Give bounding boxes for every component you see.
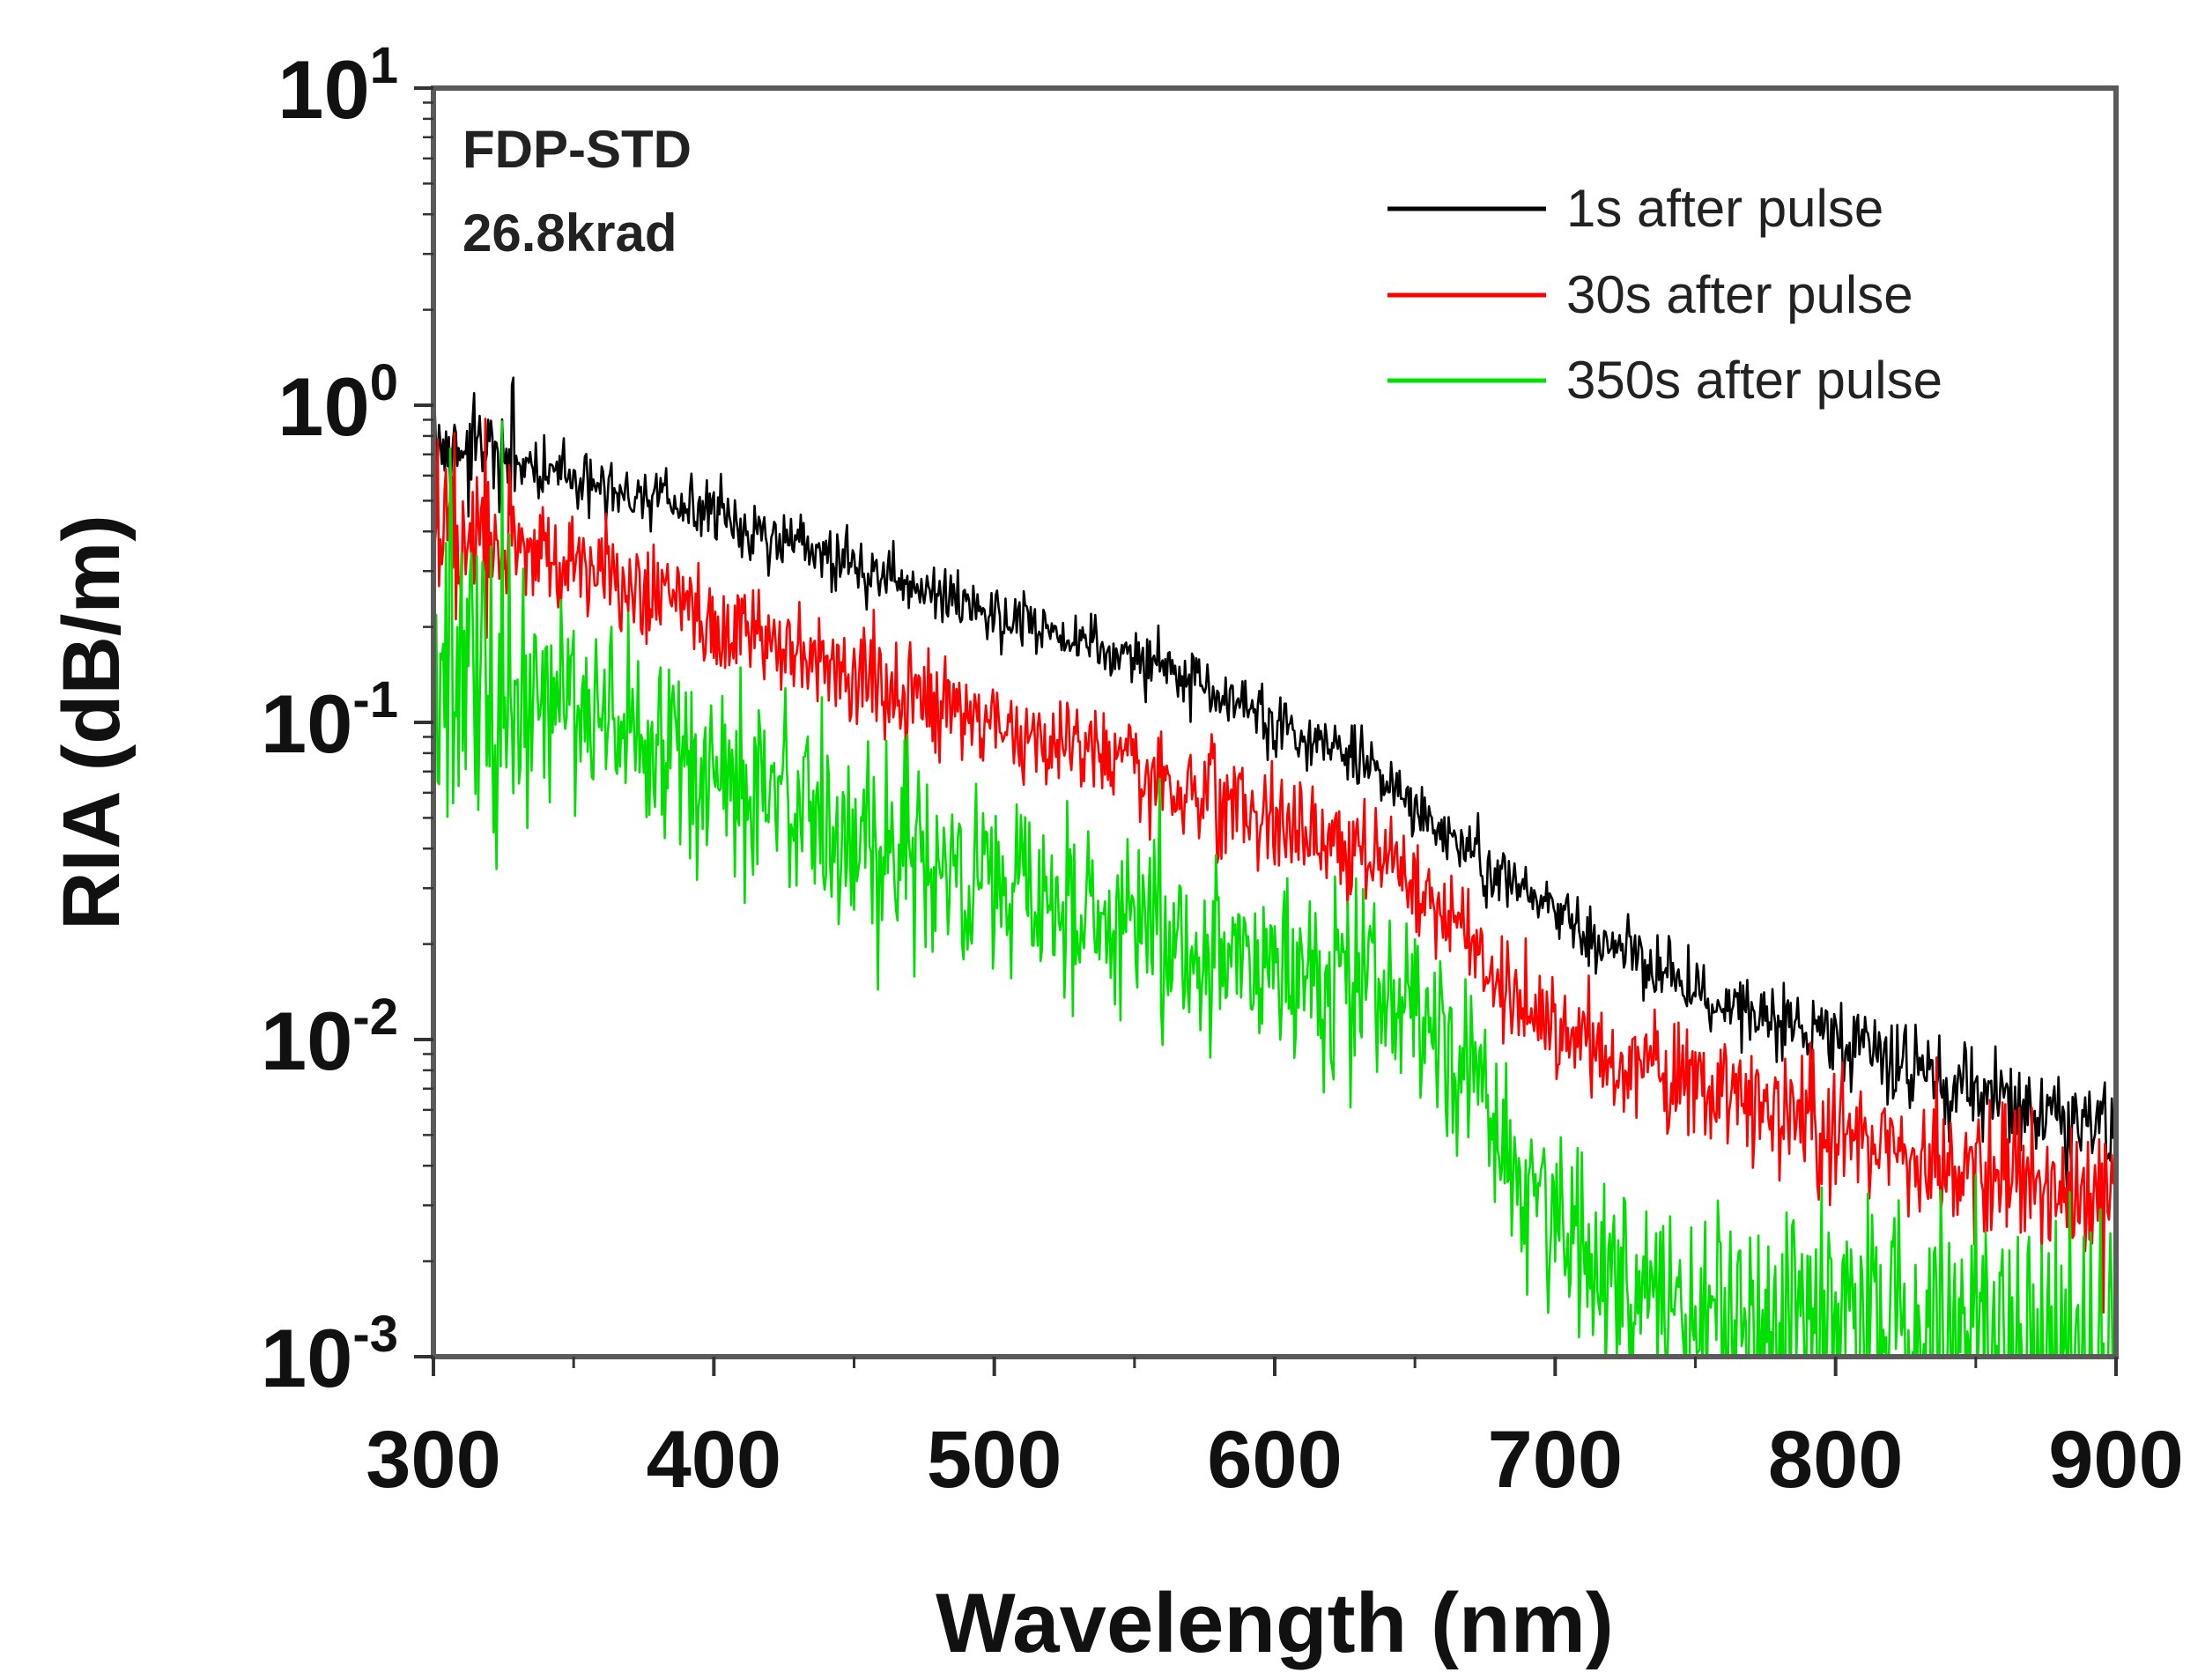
x-tick-label: 600 [1207,1415,1343,1505]
series-layer [433,376,2116,1357]
y-tick-label: 10-1 [261,671,398,770]
legend-label-30s: 30s after pulse [1566,265,1913,324]
annotation-sample: FDP-STD [462,120,692,179]
y-tick-label: 10-2 [261,988,398,1087]
y-axis-title: RIA (dB/m) [47,514,137,930]
legend-label-1s: 1s after pulse [1566,179,1883,238]
legend-label-350s: 350s after pulse [1566,351,1942,410]
x-tick-label: 400 [647,1415,782,1505]
series-line-1 [433,418,2116,1314]
x-tick-label: 300 [366,1415,501,1505]
x-tick-label: 900 [2048,1415,2184,1505]
ticks-layer [414,86,2118,1376]
annotation-dose: 26.8krad [462,204,677,263]
y-tick-label: 10-3 [261,1306,398,1404]
x-tick-label: 700 [1488,1415,1624,1505]
x-tick-label: 800 [1768,1415,1904,1505]
legend: 1s after pulse 30s after pulse 350s afte… [1387,179,1942,410]
y-tick-label: 101 [277,37,398,136]
labels-layer: 300 400 500 600 700 800 900 101 100 10-1 10-2 10-3 [261,37,2184,1505]
series-line-2 [433,420,2116,1357]
x-tick-label: 500 [927,1415,1062,1505]
y-tick-label: 100 [277,354,398,453]
x-axis-title: Wavelength (nm) [936,1576,1614,1670]
series-line-0 [433,376,2116,1191]
